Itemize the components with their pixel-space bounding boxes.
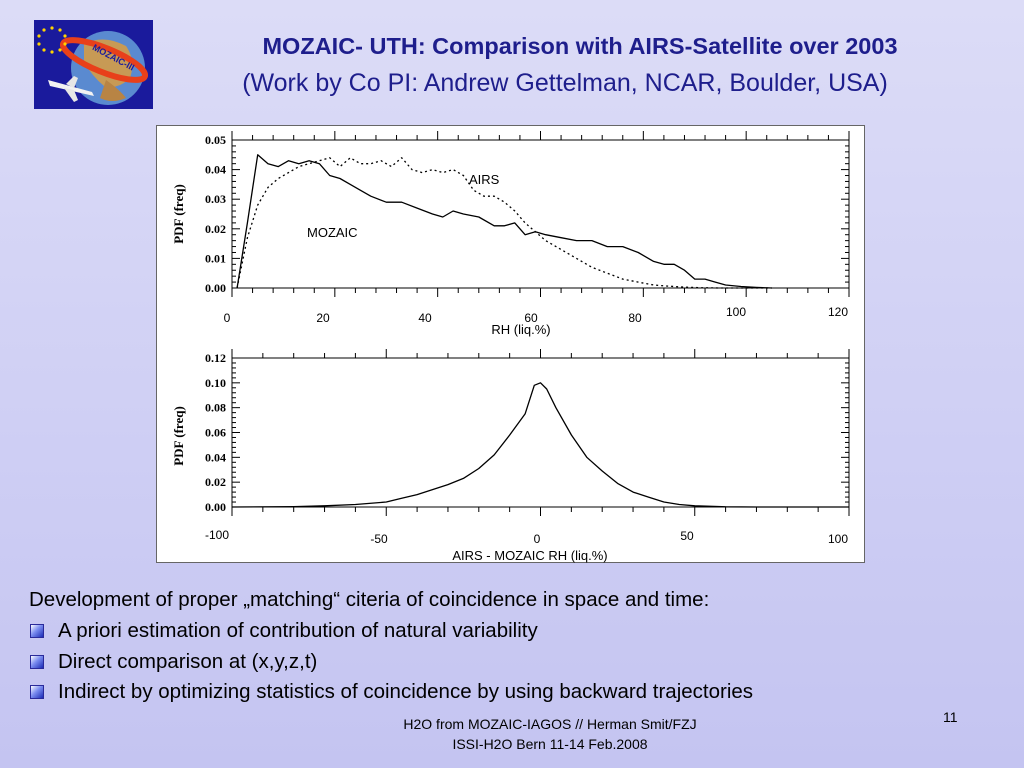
y-tick-label: 0.02 bbox=[205, 222, 226, 236]
bullet-square-icon bbox=[30, 624, 44, 638]
y-tick-label: 0.02 bbox=[205, 475, 226, 489]
body-intro: Development of proper „matching“ citeria… bbox=[29, 588, 710, 611]
y-axis-label: PDF (freq) bbox=[171, 406, 186, 466]
annotation-airs: AIRS bbox=[469, 172, 500, 187]
y-tick-label: 0.04 bbox=[205, 450, 226, 464]
x-tick-label: 100 bbox=[828, 532, 848, 546]
x-axis-label: AIRS - MOZAIC RH (liq.%) bbox=[452, 548, 607, 563]
series-line-mozaic bbox=[236, 154, 772, 289]
y-tick-label: 0.12 bbox=[205, 351, 226, 365]
x-tick-label: -100 bbox=[205, 528, 229, 542]
chart-panel: 0.00 0.01 0.02 0.03 0.04 0.05 PDF (freq) 0 20 40 6… bbox=[156, 125, 865, 563]
y-tick-label: 0.10 bbox=[205, 376, 226, 390]
bullet-item: Indirect by optimizing statistics of coi… bbox=[30, 680, 753, 704]
x-tick-label: 0 bbox=[534, 532, 541, 546]
series-line-airs bbox=[236, 157, 772, 289]
x-tick-label: 20 bbox=[316, 311, 330, 325]
y-tick-label: 0.00 bbox=[205, 281, 226, 295]
x-tick-label: -50 bbox=[370, 532, 388, 546]
y-tick-label: 0.06 bbox=[205, 426, 226, 440]
y-tick-label: 0.01 bbox=[205, 251, 226, 265]
bullet-item: Direct comparison at (x,y,z,t) bbox=[30, 650, 317, 674]
x-tick-label: 60 bbox=[524, 311, 538, 325]
y-tick-label: 0.05 bbox=[205, 133, 226, 147]
x-tick-label: 40 bbox=[418, 311, 432, 325]
bullet-text: Direct comparison at (x,y,z,t) bbox=[58, 650, 318, 673]
mozaic-logo: MOZAIC-III bbox=[34, 20, 153, 109]
x-tick-label: 100 bbox=[726, 305, 746, 319]
x-tick-label: 80 bbox=[628, 311, 642, 325]
slide-subtitle: (Work by Co PI: Andrew Gettelman, NCAR, … bbox=[242, 69, 888, 97]
slide-title: MOZAIC- UTH: Comparison with AIRS-Satell… bbox=[262, 33, 898, 59]
y-tick-label: 0.08 bbox=[205, 401, 226, 415]
x-tick-label: 0 bbox=[224, 311, 231, 325]
x-tick-label: 50 bbox=[680, 529, 694, 543]
bullet-text: A priori estimation of contribution of n… bbox=[58, 619, 538, 642]
footer-line: ISSI-H2O Bern 11-14 Feb.2008 bbox=[452, 736, 648, 752]
x-axis-label: RH (liq.%) bbox=[491, 322, 550, 337]
y-axis-label: PDF (freq) bbox=[171, 184, 186, 244]
y-tick-label: 0.04 bbox=[205, 163, 226, 177]
bullet-text: Indirect by optimizing statistics of coi… bbox=[58, 680, 754, 703]
series-line-airs-mozaic bbox=[231, 382, 849, 508]
bullet-item: A priori estimation of contribution of n… bbox=[30, 619, 538, 643]
bullet-square-icon bbox=[30, 685, 44, 699]
y-tick-label: 0.03 bbox=[205, 192, 226, 206]
footer-line: H2O from MOZAIC-IAGOS // Herman Smit/FZJ bbox=[403, 716, 697, 732]
annotation-mozaic: MOZAIC bbox=[307, 225, 358, 240]
page-number: 11 bbox=[943, 709, 958, 725]
footer: H2O from MOZAIC-IAGOS // Herman Smit/FZJ… bbox=[300, 714, 800, 754]
charts-svg: 0.00 0.01 0.02 0.03 0.04 0.05 PDF (freq) 0 20 40 6… bbox=[171, 131, 850, 563]
bullet-square-icon bbox=[30, 655, 44, 669]
x-tick-label: 120 bbox=[828, 305, 848, 319]
y-tick-label: 0.00 bbox=[205, 500, 226, 514]
